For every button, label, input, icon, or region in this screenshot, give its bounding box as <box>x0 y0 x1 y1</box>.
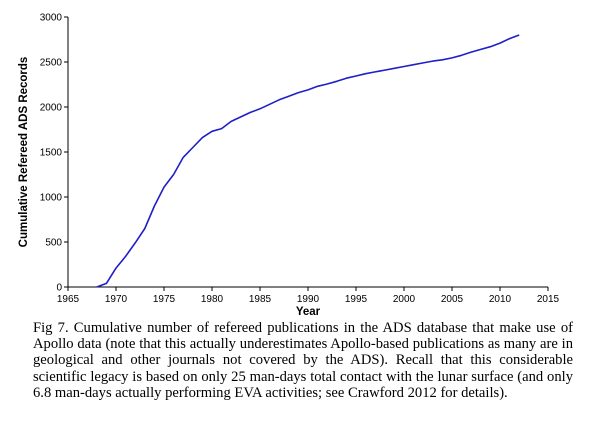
x-tick-label: 1990 <box>297 294 320 305</box>
y-axis-title: Cumulative Refereed ADS Records <box>18 57 30 248</box>
y-tick-label: 2500 <box>40 58 63 69</box>
figure-caption: Fig 7. Cumulative number of refereed pub… <box>33 320 573 401</box>
y-tick-label: 500 <box>45 238 62 249</box>
x-tick-label: 2000 <box>393 294 416 305</box>
x-ticks: 1965 1970 1975 1980 1985 1990 1995 2000 2005 2010… <box>57 287 560 305</box>
x-tick-label: 2015 <box>537 294 560 305</box>
y-tick-label: 2000 <box>40 103 63 114</box>
y-tick-label: 3000 <box>40 13 63 24</box>
x-tick-label: 1980 <box>201 294 224 305</box>
y-tick-label: 1500 <box>40 148 63 159</box>
plot-frame <box>67 17 548 288</box>
x-tick-label: 1995 <box>345 294 368 305</box>
x-tick-label: 2005 <box>441 294 464 305</box>
chart: 1965 1970 1975 1980 1985 1990 1995 2000 2005 2010… <box>18 13 560 319</box>
x-tick-label: 2010 <box>489 294 512 305</box>
x-tick-label: 1965 <box>57 294 80 305</box>
y-tick-label: 0 <box>56 283 62 294</box>
series-line <box>96 34 520 288</box>
y-tick-label: 1000 <box>40 193 63 204</box>
y-ticks: 0 500 1000 1500 2000 2500 3000 <box>40 13 68 294</box>
x-tick-label: 1970 <box>105 294 128 305</box>
x-tick-label: 1975 <box>153 294 176 305</box>
x-axis-title: Year <box>296 306 321 318</box>
x-tick-label: 1985 <box>249 294 272 305</box>
